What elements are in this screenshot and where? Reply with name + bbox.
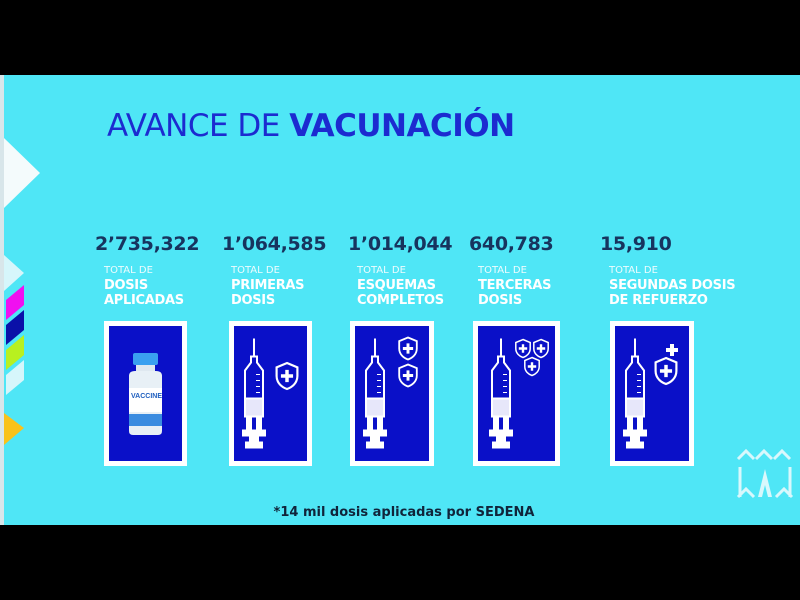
stat-value: 1’064,585 [222, 233, 327, 255]
stat-label-2: APLICADAS [104, 293, 184, 308]
magenta-stripe [6, 285, 24, 320]
decorative-arrows [4, 138, 40, 445]
stat-dosis-aplicadas: 2’735,322 TOTAL DE DOSIS APLICADAS [95, 233, 200, 308]
slide: AVANCE DE VACUNACIÓN 2’735,322 TOTAL DE D… [0, 75, 800, 525]
stat-label-2: DE REFUERZO [609, 293, 708, 308]
vial-label: VACCINE [131, 393, 162, 400]
footnote: *14 mil dosis aplicadas por SEDENA [273, 505, 535, 520]
agency-logo [736, 448, 794, 499]
stat-label-2: DOSIS [231, 293, 275, 308]
white-arrow-icon [4, 138, 40, 208]
stat-label-1: TERCERAS [478, 278, 552, 293]
stat-terceras-dosis: 640,783 TOTAL DE TERCERAS DOSIS [469, 233, 554, 308]
stat-value: 640,783 [469, 233, 554, 255]
stat-value: 2’735,322 [95, 233, 200, 255]
pale-stripe [6, 360, 24, 395]
stat-prefix: TOTAL DE [609, 265, 658, 276]
navy-stripe [6, 310, 24, 345]
green-stripe [6, 335, 24, 370]
stat-label-1: PRIMERAS [231, 278, 305, 293]
stat-esquemas-completos: 1’014,044 TOTAL DE ESQUEMAS COMPLETOS [348, 233, 453, 308]
card-refuerzo [610, 321, 694, 466]
stat-prefix: TOTAL DE [231, 265, 280, 276]
syringe-three-shields-icon [488, 337, 549, 449]
light-arrow-icon [4, 255, 24, 291]
plus-icon [666, 344, 678, 356]
stat-label-2: COMPLETOS [357, 293, 444, 308]
stat-segundas-refuerzo: 15,910 TOTAL DE SEGUNDAS DOSIS DE REFUERZO [600, 233, 736, 308]
syringe-shield-plus-icon [622, 337, 678, 449]
card-primeras [229, 321, 312, 466]
vaccine-vial-icon: VACCINE [129, 353, 162, 435]
stat-value: 15,910 [600, 233, 672, 255]
title-bold: VACUNACIÓN [289, 108, 515, 144]
page-title: AVANCE DE VACUNACIÓN [107, 108, 515, 144]
card-esquemas [350, 321, 434, 466]
syringe-two-shields-icon [362, 336, 418, 449]
syringe-shield-icon [241, 337, 299, 449]
stat-label-1: SEGUNDAS DOSIS [609, 278, 736, 293]
stat-label-1: DOSIS [104, 278, 148, 293]
stat-label-1: ESQUEMAS [357, 278, 436, 293]
stat-value: 1’014,044 [348, 233, 453, 255]
stat-prefix: TOTAL DE [104, 265, 153, 276]
stat-label-2: DOSIS [478, 293, 522, 308]
yellow-arrow-icon [4, 413, 24, 445]
title-light: AVANCE DE [107, 108, 280, 144]
card-terceras [473, 321, 560, 466]
card-vaccine-vial: VACCINE [104, 321, 187, 466]
stat-prefix: TOTAL DE [478, 265, 527, 276]
stat-prefix: TOTAL DE [357, 265, 406, 276]
stat-primeras-dosis: 1’064,585 TOTAL DE PRIMERAS DOSIS [222, 233, 327, 308]
